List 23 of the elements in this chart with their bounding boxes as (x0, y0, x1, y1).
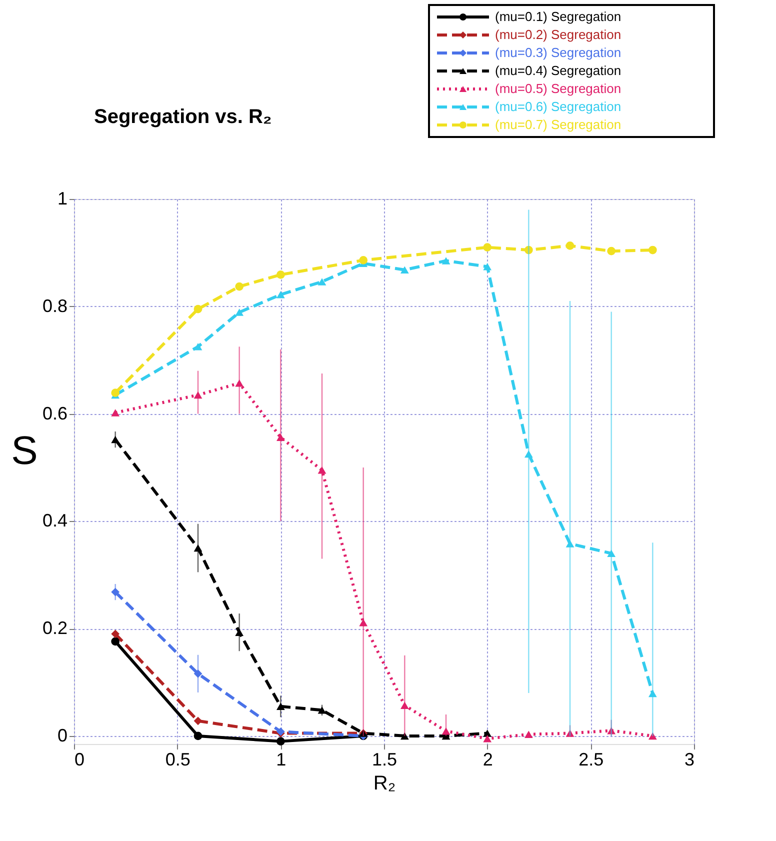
y-tick-label: 0.4 (42, 510, 68, 531)
legend-label: (mu=0.1) Segregation (495, 9, 622, 24)
legend-label: (mu=0.4) Segregation (495, 63, 622, 78)
x-tick-label: 1 (276, 750, 286, 770)
legend-label: (mu=0.3) Segregation (495, 45, 622, 60)
y-tick-label: 0.8 (42, 296, 68, 316)
legend-label: (mu=0.2) Segregation (495, 27, 622, 42)
y-tick-label: 1 (57, 188, 68, 208)
y-tick-label: 0 (57, 725, 68, 746)
y-tick-label: 0.2 (42, 618, 68, 638)
y-axis-title: S (11, 429, 38, 473)
x-tick-label: 0 (74, 750, 85, 770)
x-tick-label: 1.5 (372, 750, 398, 770)
x-tick-label: 0.5 (165, 750, 190, 770)
legend-label: (mu=0.5) Segregation (495, 81, 622, 96)
x-tick-label: 3 (684, 750, 694, 770)
legend-label: (mu=0.6) Segregation (495, 99, 622, 114)
chart-title: Segregation vs. R₂ (94, 106, 272, 128)
legend-label: (mu=0.7) Segregation (495, 117, 622, 132)
x-tick-label: 2 (482, 750, 493, 770)
y-tick-label: 0.6 (42, 403, 68, 424)
x-axis-title: R₂ (373, 772, 396, 794)
x-tick-label: 2.5 (578, 750, 604, 770)
